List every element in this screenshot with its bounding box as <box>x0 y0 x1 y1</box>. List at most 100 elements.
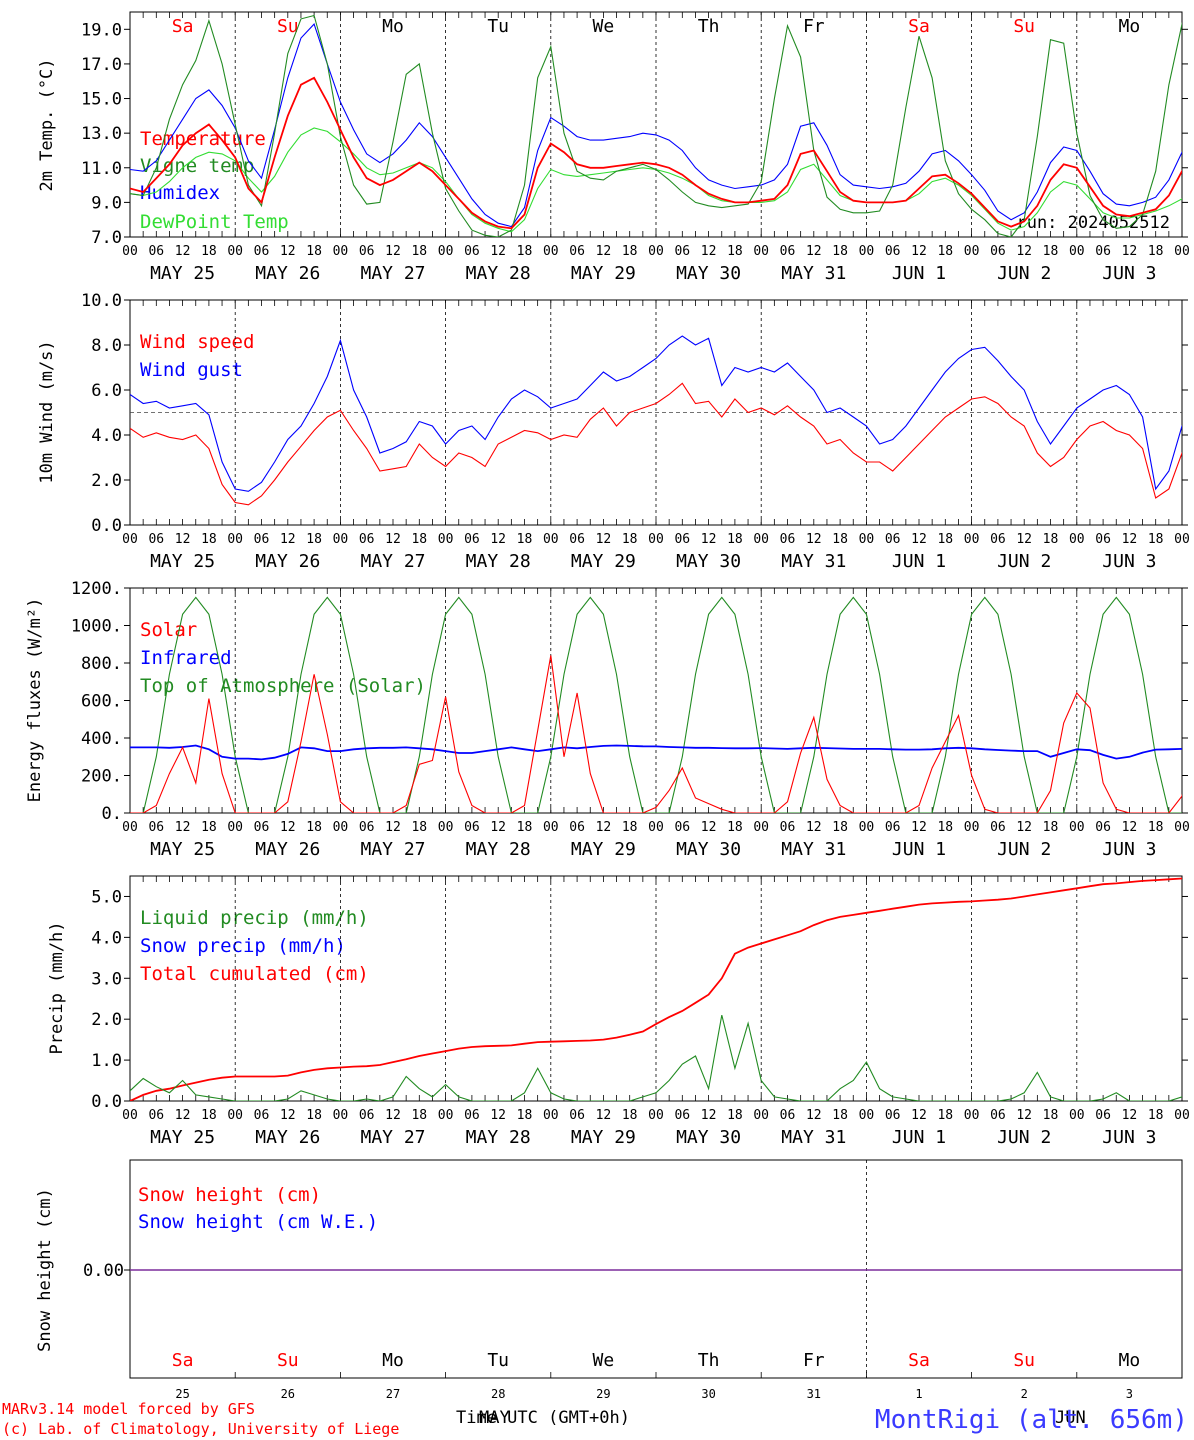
snow-ytick-0: 0.00 <box>83 1261 124 1281</box>
ytick-label: 2.0 <box>91 1010 122 1030</box>
hour-tick-label: 00 <box>1069 1108 1085 1123</box>
hour-tick-label: 18 <box>1043 820 1059 835</box>
ytick-label: 200. <box>81 767 122 787</box>
day-label: JUN 1 <box>892 263 946 284</box>
ytick-label: 600. <box>81 692 122 712</box>
hour-tick-label: 06 <box>990 1108 1006 1123</box>
hour-tick-label: 18 <box>727 1108 743 1123</box>
hour-tick-label: 18 <box>411 244 427 259</box>
hour-tick-label: 06 <box>990 244 1006 259</box>
hour-tick-label: 18 <box>411 1108 427 1123</box>
hour-tick-label: 00 <box>859 532 875 547</box>
hour-tick-label: 12 <box>806 244 822 259</box>
day-label: JUN 3 <box>1102 551 1156 572</box>
hour-tick-label: 12 <box>596 1108 612 1123</box>
energy-ylabel: Energy fluxes (W/m²) <box>25 598 45 803</box>
hour-tick-label: 18 <box>201 820 217 835</box>
series-line <box>130 127 1182 233</box>
hour-tick-label: 18 <box>306 1108 322 1123</box>
day-number-label: 3 <box>1126 1387 1133 1401</box>
hour-tick-label: 12 <box>175 1108 191 1123</box>
day-number-label: 1 <box>915 1387 922 1401</box>
ytick-label: 10.0 <box>81 291 122 311</box>
hour-tick-label: 06 <box>148 820 164 835</box>
day-label: MAY 29 <box>571 551 636 572</box>
legend-solar: Solar <box>140 619 197 641</box>
day-label: MAY 25 <box>150 263 215 284</box>
hour-tick-label: 06 <box>674 244 690 259</box>
hour-tick-label: 06 <box>885 532 901 547</box>
day-label: MAY 25 <box>150 551 215 572</box>
hour-tick-label: 00 <box>648 244 664 259</box>
ytick-label: 1000. <box>71 617 122 637</box>
weekday-label: Mo <box>382 16 404 37</box>
hour-tick-label: 00 <box>438 532 454 547</box>
hour-tick-label: 06 <box>464 1108 480 1123</box>
hour-tick-label: 18 <box>1043 244 1059 259</box>
hour-tick-label: 06 <box>990 820 1006 835</box>
hour-tick-label: 06 <box>1095 820 1111 835</box>
hour-tick-label: 00 <box>1174 1108 1190 1123</box>
hour-tick-label: 12 <box>701 820 717 835</box>
ytick-label: 17.0 <box>81 55 122 75</box>
ytick-label: 3.0 <box>91 969 122 989</box>
ytick-label: 0. <box>102 804 122 824</box>
day-label: MAY 29 <box>571 839 636 860</box>
ytick-label: 0.0 <box>91 1092 122 1112</box>
weekday-label: Mo <box>1119 16 1141 37</box>
day-label: MAY 28 <box>466 839 531 860</box>
hour-tick-label: 12 <box>596 532 612 547</box>
hour-tick-label: 00 <box>543 532 559 547</box>
hour-tick-label: 12 <box>385 244 401 259</box>
snow-ylabel: Snow height (cm) <box>35 1188 55 1352</box>
hour-tick-label: 12 <box>1122 244 1138 259</box>
snow-panel: Snow height (cm) Snow height (cm) Snow h… <box>35 1159 1183 1401</box>
hour-tick-label: 06 <box>359 1108 375 1123</box>
hour-tick-label: 12 <box>911 1108 927 1123</box>
hour-tick-label: 12 <box>280 244 296 259</box>
hour-tick-label: 12 <box>175 532 191 547</box>
model-credit: MARv3.14 model forced by GFS <box>2 1400 255 1418</box>
precip-panel: Precip (mm/h) Liquid precip (mm/h) Snow … <box>47 875 1190 1148</box>
day-label: MAY 30 <box>676 551 741 572</box>
ytick-label: 4.0 <box>91 928 122 948</box>
hour-tick-label: 00 <box>1174 820 1190 835</box>
day-label: JUN 3 <box>1102 263 1156 284</box>
weekday-label: Sa <box>908 16 930 37</box>
hour-tick-label: 00 <box>438 244 454 259</box>
day-label: JUN 2 <box>997 1127 1051 1148</box>
footer: MARv3.14 model forced by GFS (c) Lab. of… <box>2 1400 1188 1438</box>
series-line <box>130 744 1182 761</box>
series-line <box>130 655 1182 813</box>
hour-tick-label: 00 <box>543 1108 559 1123</box>
legend-humidex: Humidex <box>140 182 220 204</box>
hour-tick-label: 00 <box>964 244 980 259</box>
hour-tick-label: 00 <box>122 532 138 547</box>
ytick-label: 4.0 <box>91 426 122 446</box>
ytick-label: 13.0 <box>81 124 122 144</box>
hour-tick-label: 06 <box>1095 244 1111 259</box>
weekday-label: Su <box>277 1350 299 1371</box>
hour-tick-label: 06 <box>148 532 164 547</box>
hour-tick-label: 12 <box>490 820 506 835</box>
hour-tick-label: 18 <box>832 244 848 259</box>
hour-tick-label: 18 <box>937 1108 953 1123</box>
hour-tick-label: 12 <box>806 1108 822 1123</box>
day-label: MAY 31 <box>781 839 846 860</box>
hour-tick-label: 12 <box>280 532 296 547</box>
weekday-label: Th <box>698 1350 720 1371</box>
hour-tick-label: 06 <box>1095 1108 1111 1123</box>
day-label: MAY 28 <box>466 551 531 572</box>
hour-tick-label: 06 <box>569 820 585 835</box>
hour-tick-label: 00 <box>333 1108 349 1123</box>
ytick-label: 7.0 <box>91 228 122 248</box>
hour-tick-label: 18 <box>727 820 743 835</box>
day-label: MAY 31 <box>781 551 846 572</box>
ytick-label: 0.0 <box>91 516 122 536</box>
hour-tick-label: 06 <box>148 1108 164 1123</box>
ytick-label: 9.0 <box>91 193 122 213</box>
hour-tick-label: 18 <box>1148 820 1164 835</box>
ytick-label: 2.0 <box>91 471 122 491</box>
day-number-label: 29 <box>596 1387 610 1401</box>
